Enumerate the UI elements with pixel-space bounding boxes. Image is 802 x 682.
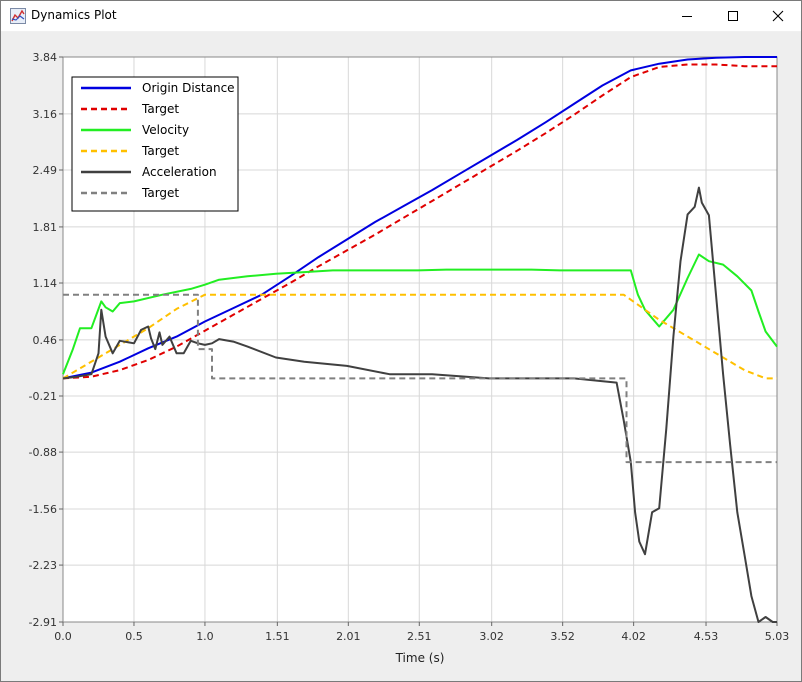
x-axis-title: Time (s) [395,651,445,665]
x-tick-label: 0.5 [125,630,143,643]
x-tick-label: 2.01 [336,630,361,643]
legend-label: Velocity [142,123,189,137]
y-tick-label: -2.23 [29,559,57,572]
legend-label: Target [141,186,179,200]
y-tick-label: 3.84 [33,51,58,64]
maximize-button[interactable] [710,1,756,31]
x-tick-label: 4.02 [621,630,646,643]
maximize-icon [728,11,738,21]
x-axis: 0.0 0.5 1.0 1.51 2.01 2.51 3.02 3.52 4.02 4.53 5.0… [54,622,789,643]
legend-label: Origin Distance [142,81,235,95]
y-tick-label: 0.46 [33,334,58,347]
x-tick-label: 2.51 [407,630,432,643]
y-tick-label: 1.14 [33,277,58,290]
title-bar[interactable]: Dynamics Plot [1,1,801,31]
x-tick-label: 1.0 [196,630,214,643]
window-title: Dynamics Plot [31,8,117,22]
y-axis: 3.84 3.16 2.49 1.81 1.14 0.46 -0.21 -0.88 -1.56 -… [29,51,63,629]
x-tick-label: 3.52 [550,630,575,643]
legend-label: Acceleration [142,165,217,179]
series-line-5 [63,293,777,464]
series-line-3 [62,293,777,380]
x-tick-label: 4.53 [694,630,719,643]
y-tick-label: 1.81 [33,221,58,234]
x-tick-label: 5.03 [765,630,790,643]
x-tick-label: 1.51 [265,630,290,643]
series-line-0 [62,56,777,380]
plot-panel: 3.84 3.16 2.49 1.81 1.14 0.46 -0.21 -0.88 -1.56 -… [1,32,801,681]
minimize-icon [682,16,692,17]
legend-box [71,76,239,212]
y-tick-label: -2.91 [29,616,57,629]
y-tick-label: 2.49 [33,164,58,177]
series-lines [62,56,778,623]
legend-label: Target [141,102,179,116]
y-tick-label: 3.16 [33,108,58,121]
series-line-1 [62,63,777,380]
close-button[interactable] [755,1,801,31]
y-tick-label: -1.56 [29,503,57,516]
series-line-2 [62,253,778,375]
app-icon [10,8,26,24]
close-icon [772,10,784,22]
y-tick-label: -0.88 [29,446,57,459]
dynamics-chart: 3.84 3.16 2.49 1.81 1.14 0.46 -0.21 -0.88 -1.56 -… [29,51,790,665]
minimize-button[interactable] [664,1,710,31]
x-tick-label: 0.0 [54,630,72,643]
legend-label: Target [141,144,179,158]
y-tick-label: -0.21 [29,390,57,403]
x-tick-label: 3.02 [479,630,504,643]
legend: Origin Distance Target Velocity Target Accel… [71,76,239,212]
series-line-4 [62,186,777,623]
